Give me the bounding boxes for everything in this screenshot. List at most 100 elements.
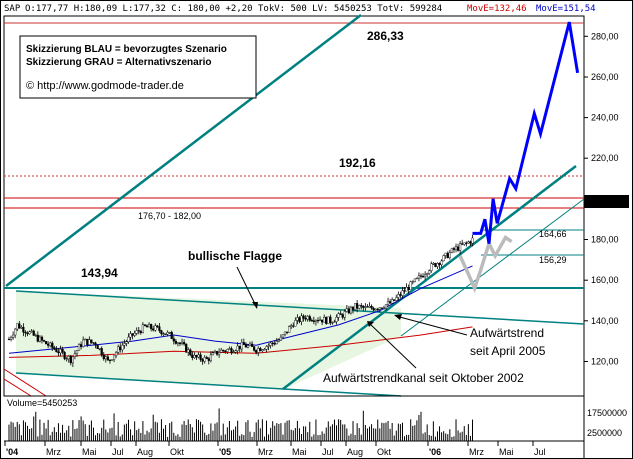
candle-body	[450, 248, 453, 253]
candle-body	[271, 342, 274, 345]
candle-body	[407, 287, 410, 291]
candle-body	[106, 356, 109, 361]
price-candles	[7, 234, 474, 367]
candle-body	[59, 349, 62, 354]
channel-thin-line	[400, 198, 585, 337]
candle-body	[395, 297, 398, 301]
candle-body	[259, 348, 262, 352]
candle-body	[238, 345, 241, 350]
candle-body	[240, 342, 243, 350]
candle-body	[302, 315, 305, 319]
candle-body	[224, 350, 227, 352]
candle-body	[364, 306, 367, 308]
candle-body	[467, 241, 470, 244]
legend-line-3: © http://www.godmode-trader.de	[26, 80, 184, 92]
candle-body	[269, 342, 272, 346]
candle-body	[308, 316, 311, 321]
candle-body	[461, 243, 464, 245]
candle-body	[172, 338, 175, 342]
candle-body	[117, 346, 120, 353]
candle-body	[341, 314, 344, 318]
candle-body	[102, 354, 105, 360]
candle-body	[129, 333, 132, 338]
candle-body	[391, 299, 394, 304]
candle-body	[201, 359, 204, 362]
label-flag: bullische Flagge	[188, 249, 282, 263]
candle-body	[133, 333, 136, 336]
candle-body	[127, 336, 130, 343]
x-tick-label: Mai	[292, 447, 307, 457]
candle-body	[110, 359, 114, 361]
candle-body	[298, 317, 301, 322]
candle-body	[327, 316, 330, 324]
candle-body	[310, 320, 313, 322]
x-tick-label: Okt	[377, 447, 392, 457]
candle-body	[386, 301, 390, 305]
candle-body	[374, 308, 377, 311]
candle-body	[422, 276, 425, 278]
candle-body	[360, 305, 363, 307]
label-zone: 176,70 - 182,00	[138, 211, 201, 221]
candle-body	[57, 351, 60, 354]
trend1-arrow	[395, 315, 468, 336]
candle-body	[454, 246, 458, 250]
candle-body	[343, 311, 346, 318]
candle-body	[42, 340, 46, 342]
candle-body	[370, 306, 373, 309]
lower-channel-line	[282, 165, 577, 390]
x-tick-label: Jul	[534, 447, 546, 457]
candle-body	[457, 246, 460, 251]
candle-body	[399, 294, 402, 296]
candle-body	[121, 345, 124, 351]
candle-body	[84, 338, 87, 341]
candle-body	[174, 340, 177, 344]
candle-body	[446, 252, 449, 259]
candle-body	[345, 308, 348, 312]
candle-body	[323, 317, 326, 323]
candle-body	[314, 320, 317, 322]
candle-body	[100, 348, 103, 356]
candle-body	[319, 319, 322, 321]
candle-body	[152, 328, 155, 331]
candle-body	[11, 334, 15, 338]
x-tick-label: Mrz	[258, 447, 273, 457]
candle-body	[452, 248, 456, 250]
candle-body	[26, 332, 29, 335]
candle-body	[333, 321, 336, 323]
candle-body	[366, 306, 369, 308]
x-tick-label: Mrz	[469, 447, 484, 457]
candle-body	[430, 263, 433, 271]
candle-body	[459, 243, 462, 251]
candle-body	[316, 320, 320, 322]
candle-body	[436, 263, 439, 267]
flag-arrowhead	[252, 302, 258, 309]
candle-body	[261, 349, 264, 352]
candle-body	[162, 333, 165, 335]
x-tick-label: Jul	[112, 447, 124, 457]
candle-body	[160, 330, 163, 335]
candle-body	[419, 275, 423, 277]
candle-body	[209, 354, 212, 361]
candle-body	[393, 299, 396, 301]
candle-body	[376, 308, 379, 311]
candle-body	[125, 341, 128, 344]
legend-line-1: Skizzierung BLAU = bevorzugtes Szenario	[26, 44, 227, 55]
candle-body	[170, 332, 173, 339]
candle-body	[424, 274, 427, 278]
candle-body	[197, 354, 200, 358]
candle-body	[182, 342, 186, 345]
candle-body	[73, 353, 76, 358]
candle-body	[67, 356, 70, 359]
candle-body	[55, 348, 58, 353]
candle-body	[403, 290, 406, 292]
candle-body	[193, 355, 196, 358]
old-trend-line	[3, 368, 47, 397]
candle-body	[79, 344, 83, 347]
candle-body	[397, 294, 400, 298]
candle-body	[112, 355, 116, 360]
volume-label: Volume=5450253	[7, 398, 77, 408]
candle-body	[75, 350, 79, 354]
x-tick-label: Mai	[499, 447, 514, 457]
